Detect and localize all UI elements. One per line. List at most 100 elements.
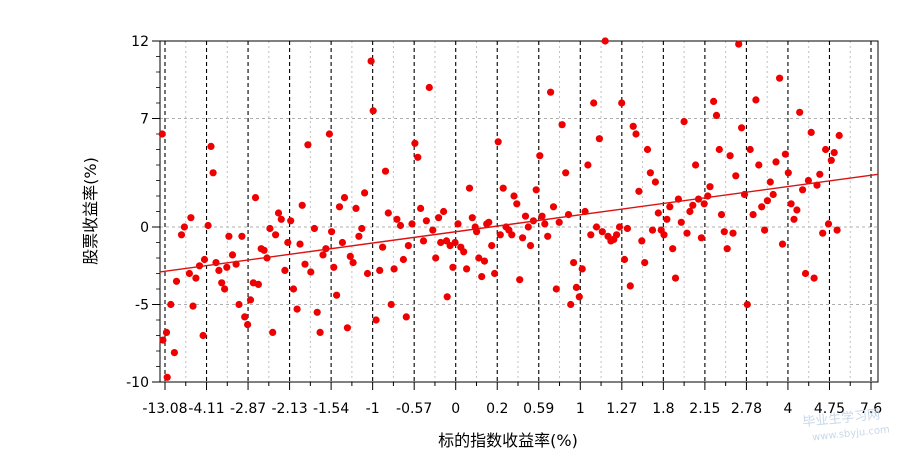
data-point (723, 245, 731, 253)
trend-line (159, 173, 879, 273)
data-point (508, 231, 516, 239)
data-point (752, 96, 760, 104)
data-point (526, 242, 535, 250)
data-point (570, 259, 578, 267)
vertical-gridlines (164, 41, 872, 382)
data-point (810, 274, 818, 282)
data-point (575, 293, 583, 301)
data-point (358, 224, 366, 233)
data-point (819, 229, 827, 237)
data-point (414, 153, 422, 161)
data-point (790, 215, 798, 223)
data-point (769, 190, 777, 199)
data-point (180, 223, 188, 231)
data-point (221, 285, 229, 293)
data-point (352, 204, 360, 212)
data-point (266, 224, 274, 233)
data-point (338, 238, 346, 247)
data-point (218, 279, 226, 287)
data-point (287, 217, 295, 225)
data-point (595, 135, 604, 143)
data-point (654, 209, 662, 217)
data-point (692, 161, 700, 169)
x-tick-label: -13.08 (142, 401, 187, 417)
data-point (343, 324, 351, 332)
data-point (390, 265, 398, 273)
data-point (192, 274, 200, 282)
data-point (480, 257, 489, 265)
data-point (200, 255, 209, 264)
data-point (411, 139, 419, 147)
data-point (499, 184, 507, 192)
data-point (340, 194, 349, 202)
data-point (799, 186, 807, 194)
x-tick-label: -2.13 (271, 401, 307, 417)
plot-area-frame (159, 40, 879, 383)
data-point (260, 246, 268, 254)
x-tick-label: 1.27 (606, 401, 637, 417)
data-point (601, 37, 609, 45)
data-point (567, 300, 575, 309)
data-point (536, 152, 544, 160)
data-point (787, 200, 795, 208)
data-point (796, 108, 804, 116)
x-tick-label: -4.11 (188, 401, 224, 417)
data-point (298, 201, 306, 209)
data-point (686, 207, 694, 216)
data-point (761, 226, 769, 234)
data-point (284, 238, 292, 247)
x-tick-label: 4.75 (814, 401, 845, 417)
y-tick-label: -5 (135, 298, 149, 314)
x-tick-label: 7.6 (860, 401, 882, 417)
data-point (367, 57, 375, 65)
data-points (158, 37, 843, 381)
data-point (519, 234, 527, 242)
data-point (443, 293, 451, 301)
data-point (743, 300, 751, 309)
data-point (251, 194, 260, 202)
data-point (801, 269, 810, 278)
data-point (615, 223, 624, 231)
data-point (562, 169, 570, 177)
data-point (254, 280, 262, 288)
data-point (307, 268, 315, 276)
data-point (228, 251, 237, 259)
data-point (643, 145, 652, 154)
data-point (738, 124, 746, 132)
x-axis-title: 标的指数收益率(%) (438, 431, 578, 450)
data-point (613, 231, 621, 239)
data-point (590, 99, 598, 107)
data-point (310, 224, 318, 233)
data-point (496, 231, 504, 239)
data-point (225, 232, 233, 240)
data-point (335, 203, 344, 211)
data-point (478, 273, 486, 281)
data-point (549, 203, 558, 211)
data-point (623, 224, 632, 233)
data-point (555, 218, 563, 226)
data-point (293, 305, 301, 313)
data-point (524, 223, 532, 231)
data-point (363, 269, 372, 278)
data-point (712, 111, 721, 119)
data-point (429, 226, 437, 234)
data-point (399, 255, 407, 264)
data-point (680, 118, 688, 126)
data-point (215, 266, 223, 274)
data-point (532, 186, 540, 194)
x-tick-label: -1.54 (313, 401, 349, 417)
data-point (177, 231, 186, 239)
data-point (710, 97, 718, 105)
x-tick-label: -1 (366, 401, 380, 417)
data-point (641, 259, 649, 267)
data-point (755, 161, 763, 169)
data-point (772, 158, 780, 166)
data-point (538, 212, 546, 220)
data-point (793, 206, 801, 214)
data-point (473, 228, 481, 236)
data-point (827, 156, 835, 164)
data-point (204, 221, 212, 230)
data-point (638, 237, 646, 245)
data-point (349, 259, 357, 267)
data-point (396, 221, 405, 230)
